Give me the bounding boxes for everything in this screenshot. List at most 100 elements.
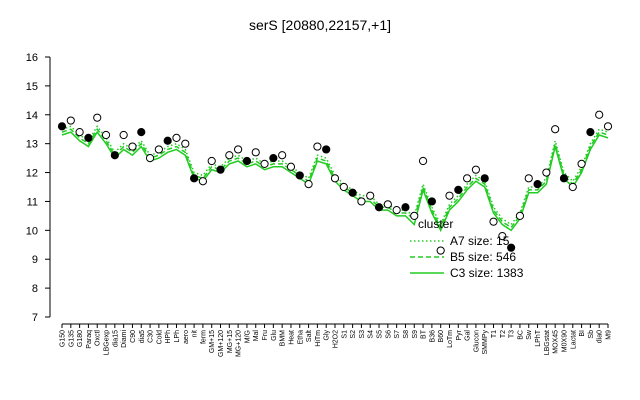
data-point xyxy=(330,174,340,183)
x-tick-label: C30 xyxy=(148,330,155,343)
data-point xyxy=(225,151,234,160)
y-tick-label: 10 xyxy=(26,225,38,237)
data-point xyxy=(524,174,533,183)
x-tick-label: aero xyxy=(183,330,190,344)
x-tick-label: S4 xyxy=(368,330,375,339)
x-tick-label: Heat xyxy=(288,330,295,345)
data-point xyxy=(119,130,128,140)
x-tick-label: Pyr xyxy=(456,329,463,340)
legend-label: C3 size: 1383 xyxy=(450,266,524,280)
data-point xyxy=(198,177,208,186)
y-tick-label: 8 xyxy=(32,283,38,295)
y-tick-label: 12 xyxy=(26,168,38,180)
x-tick-label: GM+15 xyxy=(209,330,216,353)
x-tick-label: S6 xyxy=(385,330,392,339)
y-tick-label: 15 xyxy=(26,81,38,93)
data-point xyxy=(75,128,84,137)
x-tick-label: M0X90 xyxy=(561,330,568,352)
x-tick-label: HiTm xyxy=(315,330,322,347)
data-point xyxy=(454,185,463,194)
x-tick-label: GM+120 xyxy=(218,330,225,357)
x-tick-label: SMMPy xyxy=(482,330,489,355)
x-tick-label: dia15 xyxy=(112,330,119,347)
x-tick-label: C90 xyxy=(130,330,137,343)
y-tick-label: 16 xyxy=(26,52,38,64)
legend-title: cluster xyxy=(418,217,453,231)
x-tick-label: Oxctl xyxy=(95,330,102,346)
x-tick-label: HPh xyxy=(165,330,172,344)
x-tick-label: T2 xyxy=(500,330,507,338)
x-tick-label: B60 xyxy=(438,330,445,343)
y-tick-label: 9 xyxy=(32,254,38,266)
data-point xyxy=(181,139,190,148)
data-point xyxy=(189,174,199,183)
x-tick-label: T1 xyxy=(491,330,498,338)
x-tick-label: S9 xyxy=(412,330,419,339)
x-tick-label: Gly xyxy=(324,330,331,341)
x-tick-label: S7 xyxy=(394,330,401,339)
y-tick-label: 14 xyxy=(26,110,38,122)
x-tick-label: Cold xyxy=(156,330,163,345)
data-point xyxy=(577,159,586,168)
x-tick-label: Sw xyxy=(526,329,533,340)
x-tick-label: T3 xyxy=(509,330,516,338)
x-tick-label: B36 xyxy=(429,330,436,343)
data-point xyxy=(93,113,102,122)
data-point xyxy=(533,180,542,189)
x-tick-label: G180 xyxy=(77,330,84,347)
data-point xyxy=(172,133,181,142)
y-tick-label: 11 xyxy=(27,196,38,208)
data-point xyxy=(498,232,507,241)
data-point xyxy=(128,142,137,151)
data-point xyxy=(57,122,67,131)
x-tick-label: Etha xyxy=(297,330,304,345)
data-point xyxy=(101,130,111,140)
data-point xyxy=(383,200,392,209)
x-tick-label: Glu xyxy=(271,330,278,341)
data-point xyxy=(84,133,93,142)
data-point xyxy=(489,217,498,226)
x-tick-label: nit xyxy=(192,330,199,337)
x-tick-label: MG+120 xyxy=(236,330,243,357)
data-point xyxy=(445,191,454,200)
data-point xyxy=(278,151,287,160)
x-tick-label: Fru xyxy=(262,330,269,341)
chart-title: serS [20880,22157,+1] xyxy=(249,17,391,33)
x-tick-label: Diami xyxy=(121,330,128,348)
legend-label: A7 size: 15 xyxy=(450,234,510,248)
x-tick-label: BI xyxy=(579,330,586,337)
data-point xyxy=(207,156,216,166)
data-point xyxy=(137,128,146,137)
data-point xyxy=(260,159,269,168)
data-point xyxy=(586,128,595,137)
x-tick-label: S5 xyxy=(377,330,384,339)
x-tick-label: dia5 xyxy=(139,330,146,343)
data-point xyxy=(163,136,172,145)
x-tick-label: ferm xyxy=(200,330,207,344)
data-point xyxy=(568,182,577,192)
legend-label: B5 size: 546 xyxy=(450,250,516,264)
data-point xyxy=(304,180,313,189)
x-tick-label: BC xyxy=(517,330,524,340)
data-point xyxy=(313,142,322,151)
x-tick-label: G135 xyxy=(68,330,75,347)
data-point xyxy=(154,145,163,154)
x-tick-label: LPhT xyxy=(535,329,542,346)
x-tick-label: Sb xyxy=(588,330,595,339)
data-point xyxy=(286,162,296,171)
data-point xyxy=(410,211,419,220)
data-point xyxy=(551,125,560,134)
data-point xyxy=(559,174,569,183)
data-point xyxy=(234,145,243,154)
data-point xyxy=(357,197,366,206)
data-point xyxy=(145,154,155,163)
data-point xyxy=(251,148,260,157)
data-point xyxy=(401,203,410,212)
data-point xyxy=(295,171,304,180)
x-tick-label: Salt xyxy=(306,330,313,342)
data-point xyxy=(507,243,516,252)
y-tick-label: 13 xyxy=(26,139,38,151)
data-point xyxy=(322,145,331,154)
x-tick-label: S1 xyxy=(341,330,348,339)
